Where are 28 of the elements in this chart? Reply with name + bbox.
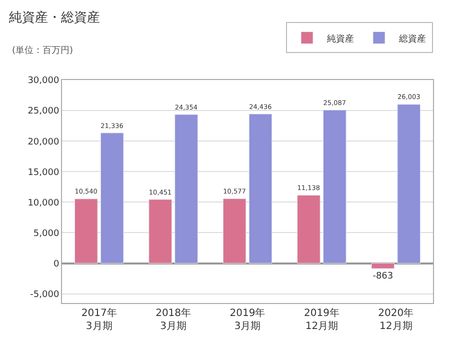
bar [248, 114, 272, 264]
y-tick-label: 0 [53, 259, 60, 270]
bar [148, 199, 172, 264]
bar [397, 104, 421, 264]
y-tick-label: 20,000 [28, 137, 60, 148]
y-tick-label: 30,000 [28, 76, 60, 86]
legend-label: 純資産 [327, 33, 354, 44]
x-tick-label: 2018年 3月期 [156, 307, 192, 332]
y-tick-label: -5,000 [30, 290, 60, 300]
bar [174, 114, 198, 264]
y-tick-label: 5,000 [33, 228, 60, 239]
bar [297, 194, 320, 264]
chart-title: 純資産・総資産 [9, 9, 100, 26]
bar [100, 132, 124, 264]
y-tick-label: 15,000 [28, 168, 60, 178]
y-tick-label: 10,000 [28, 198, 60, 208]
legend-label: 総資産 [398, 33, 426, 44]
x-tick-label: 2017年 3月期 [81, 307, 117, 332]
bar [74, 198, 98, 264]
bar [323, 110, 346, 264]
text: (単位：百万円) [12, 45, 74, 56]
data-label: -863 [372, 272, 394, 282]
y-tick-label: 25,000 [28, 106, 60, 117]
bar [371, 263, 395, 269]
x-tick-label: 2019年 3月期 [230, 307, 266, 332]
x-tick-label: 2019年 12月期 [304, 307, 340, 332]
x-tick-label: 2020年 12月期 [378, 307, 414, 332]
bar [222, 198, 246, 264]
